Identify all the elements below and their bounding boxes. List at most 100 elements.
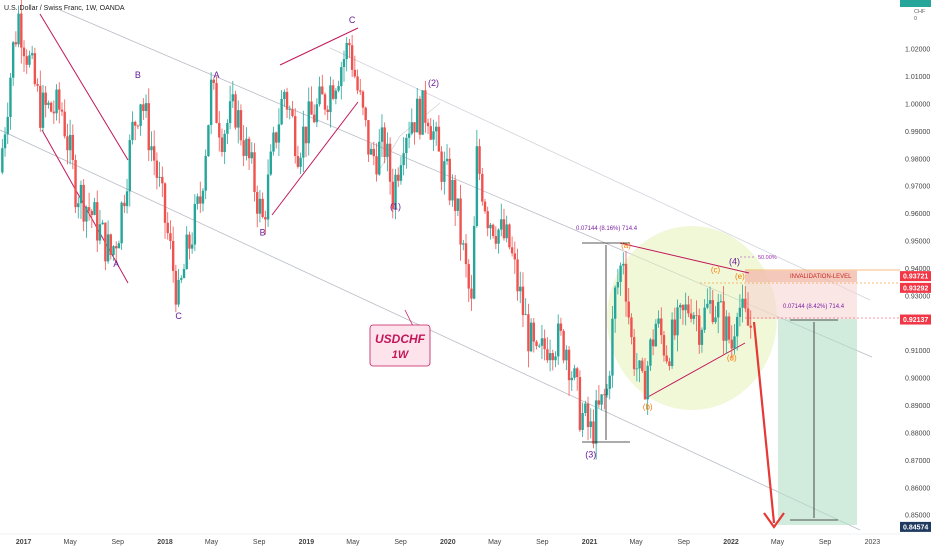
- channel-line-3: [279, 27, 359, 66]
- candle-body: [711, 300, 714, 323]
- candle-body: [613, 287, 617, 319]
- x-tick-label: 2021: [582, 539, 598, 546]
- candle-body: [272, 132, 275, 152]
- x-tick-label: 2020: [440, 539, 456, 546]
- currency-sub-label: 0: [914, 16, 917, 22]
- x-tick-label: 2018: [157, 539, 173, 546]
- x-tick-label: Sep: [253, 539, 266, 546]
- candle-body: [193, 203, 197, 245]
- candle-body: [60, 109, 64, 112]
- candle-body: [616, 281, 620, 288]
- candle-body: [359, 90, 362, 92]
- candle-body: [14, 42, 18, 45]
- candle-body: [74, 160, 77, 208]
- candle-body: [491, 224, 495, 237]
- price-label-text: 0.92137: [903, 317, 928, 324]
- candle-body: [199, 196, 202, 204]
- wave-label: (1): [390, 202, 401, 212]
- candle-body: [662, 335, 666, 356]
- candle-body: [77, 203, 80, 208]
- candle-body: [592, 421, 595, 444]
- x-tick-label: May: [488, 539, 502, 546]
- candle-body: [532, 322, 536, 342]
- candle-body: [22, 47, 26, 57]
- candle-body: [372, 148, 376, 157]
- candle-body: [708, 300, 712, 304]
- candle-body: [158, 176, 161, 178]
- candle-body: [180, 278, 183, 280]
- candle-body: [481, 173, 484, 202]
- measure-bracket-right: [790, 319, 838, 521]
- time-axis[interactable]: 2017 May Sep 2018 May Sep 2019 May Sep 2020 May Sep…: [16, 539, 880, 546]
- candle-body: [326, 109, 329, 113]
- candle-body: [93, 202, 96, 215]
- x-tick-label: 2019: [299, 539, 315, 546]
- candle-body: [228, 101, 232, 123]
- wave-label: B: [135, 70, 141, 80]
- candle-body: [380, 127, 384, 142]
- wave-label: C: [349, 15, 356, 25]
- candle-body: [190, 244, 194, 249]
- candle-body: [505, 224, 508, 239]
- price-axis[interactable]: 1.02000 1.01000 1.00000 0.99000 0.98000 0.970…: [900, 47, 931, 532]
- candle-body: [147, 103, 150, 151]
- y-tick-label: 0.93000: [905, 293, 930, 300]
- candle-body: [535, 341, 538, 347]
- x-tick-label: 2022: [723, 539, 739, 546]
- y-tick-label: 0.87000: [905, 458, 930, 465]
- candle-body: [733, 336, 736, 349]
- candle-body: [386, 143, 389, 157]
- candle-body: [82, 184, 85, 222]
- candle-body: [581, 413, 584, 430]
- candle-body: [687, 304, 690, 314]
- candle-body: [575, 368, 579, 378]
- candle-body: [735, 317, 739, 337]
- candle-body: [85, 207, 88, 222]
- candle-body: [136, 125, 140, 127]
- candle-body: [470, 288, 473, 299]
- candle-body: [318, 86, 321, 105]
- y-tick-label: 0.96000: [905, 211, 930, 218]
- candle-body: [375, 156, 378, 175]
- candle-body: [494, 236, 498, 244]
- candle-body: [529, 322, 533, 352]
- y-tick-label: 0.99000: [905, 129, 930, 136]
- candle-body: [41, 92, 45, 128]
- candle-body: [410, 122, 413, 134]
- candle-body: [212, 79, 216, 83]
- candle-body: [329, 85, 332, 113]
- candle-body: [744, 298, 747, 309]
- candle-body: [234, 94, 237, 128]
- currency-label: CHF: [914, 9, 926, 15]
- candle-body: [603, 394, 606, 396]
- candle-body: [448, 158, 451, 201]
- callout-pointer: [404, 309, 414, 327]
- candle-body: [169, 233, 172, 242]
- candle-body: [307, 101, 310, 144]
- candle-body: [58, 89, 61, 110]
- candle-body: [519, 286, 522, 292]
- candle-body: [52, 111, 56, 114]
- x-tick-label: May: [205, 539, 219, 546]
- candle-body: [746, 308, 750, 326]
- candle-body: [123, 202, 126, 207]
- candle-body: [451, 180, 454, 201]
- candle-body: [264, 217, 267, 220]
- candle-body: [101, 222, 104, 225]
- candle-body: [237, 110, 240, 128]
- sub-wave-label: (a): [621, 241, 631, 250]
- candle-body: [47, 102, 50, 105]
- candle-body: [283, 91, 286, 99]
- candle-body: [11, 42, 15, 78]
- candle-body: [725, 316, 728, 341]
- candle-body: [348, 42, 351, 46]
- candle-body: [605, 388, 609, 396]
- candle-body: [55, 89, 58, 114]
- candle-body: [538, 345, 541, 347]
- candle-body: [440, 151, 443, 182]
- x-tick-label: 2023: [865, 539, 881, 546]
- candle-body: [437, 126, 441, 152]
- candle-body: [239, 110, 243, 141]
